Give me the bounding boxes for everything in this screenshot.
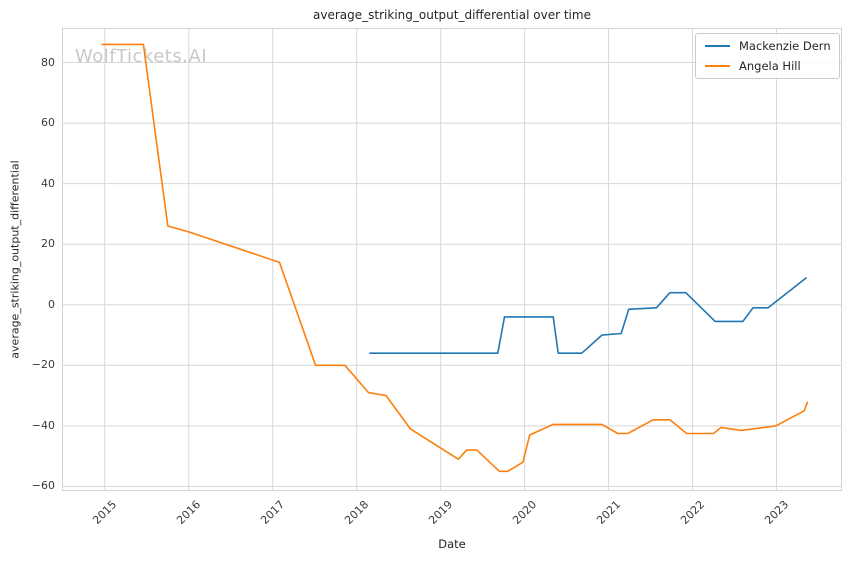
y-tick-label: 0	[48, 297, 55, 311]
x-tick-label: 2023	[761, 498, 791, 527]
x-tick-label: 2021	[593, 498, 623, 527]
watermark: WolfTickets.AI	[75, 46, 208, 67]
chart-title: average_striking_output_differential ove…	[313, 8, 591, 22]
x-tick-label: 2022	[677, 498, 707, 527]
series-line-angela-hill	[101, 43, 809, 473]
plot-area: WolfTickets.AI Mackenzie Dern Angela Hill	[62, 28, 842, 491]
x-tick-label: 2020	[509, 498, 539, 527]
y-tick-label: 80	[41, 55, 55, 69]
y-tick-label: 40	[41, 176, 55, 190]
y-tick-label: 60	[41, 116, 55, 130]
y-axis-label: average_striking_output_differential	[8, 160, 22, 359]
y-tick-label: −20	[31, 358, 55, 372]
y-tick-label: −40	[31, 418, 55, 432]
x-tick-label: 2018	[341, 498, 371, 527]
plot-canvas	[62, 28, 842, 491]
legend-item: Angela Hill	[705, 58, 839, 75]
legend-label: Mackenzie Dern	[739, 39, 831, 53]
legend: Mackenzie Dern Angela Hill	[695, 33, 840, 79]
x-axis-label: Date	[438, 537, 466, 551]
legend-line-swatch	[705, 65, 730, 67]
y-tick-label: −60	[31, 479, 55, 493]
x-tick-label: 2016	[173, 498, 203, 527]
legend-label: Angela Hill	[739, 59, 801, 73]
legend-item: Mackenzie Dern	[705, 38, 839, 55]
y-tick-label: 20	[41, 237, 55, 251]
x-tick-label: 2019	[425, 498, 455, 527]
x-tick-label: 2015	[90, 498, 120, 527]
legend-line-swatch	[705, 45, 730, 47]
series-line-mackenzie-dern	[369, 276, 808, 355]
x-tick-label: 2017	[257, 498, 287, 527]
plot-border	[62, 28, 842, 491]
